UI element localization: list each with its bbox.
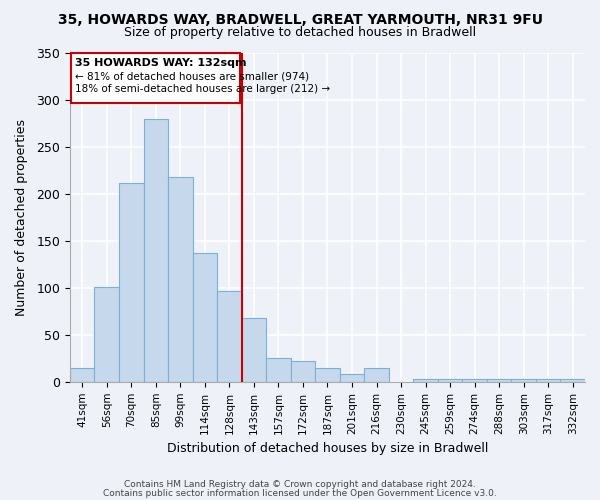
Bar <box>266 358 290 382</box>
Bar <box>143 120 168 382</box>
Text: Size of property relative to detached houses in Bradwell: Size of property relative to detached ho… <box>124 26 476 39</box>
Bar <box>290 361 315 382</box>
Text: Contains HM Land Registry data © Crown copyright and database right 2024.: Contains HM Land Registry data © Crown c… <box>124 480 476 489</box>
Bar <box>438 379 463 382</box>
Bar <box>463 379 487 382</box>
Bar <box>511 379 536 382</box>
Text: 18% of semi-detached houses are larger (212) →: 18% of semi-detached houses are larger (… <box>75 84 330 94</box>
Bar <box>168 176 193 382</box>
Bar <box>119 184 143 382</box>
Bar <box>94 287 119 382</box>
Text: ← 81% of detached houses are smaller (974): ← 81% of detached houses are smaller (97… <box>75 71 309 81</box>
Text: 35 HOWARDS WAY: 132sqm: 35 HOWARDS WAY: 132sqm <box>75 58 247 68</box>
Bar <box>70 368 94 382</box>
Bar <box>487 379 511 382</box>
Text: 35, HOWARDS WAY, BRADWELL, GREAT YARMOUTH, NR31 9FU: 35, HOWARDS WAY, BRADWELL, GREAT YARMOUT… <box>58 12 542 26</box>
Bar <box>413 379 438 382</box>
Bar <box>536 379 560 382</box>
Bar <box>364 368 389 382</box>
Bar <box>193 253 217 382</box>
X-axis label: Distribution of detached houses by size in Bradwell: Distribution of detached houses by size … <box>167 442 488 455</box>
Bar <box>242 318 266 382</box>
Bar <box>560 379 585 382</box>
Bar <box>217 292 242 382</box>
Bar <box>340 374 364 382</box>
Text: Contains public sector information licensed under the Open Government Licence v3: Contains public sector information licen… <box>103 488 497 498</box>
FancyBboxPatch shape <box>71 52 241 104</box>
Bar <box>315 368 340 382</box>
Y-axis label: Number of detached properties: Number of detached properties <box>15 118 28 316</box>
